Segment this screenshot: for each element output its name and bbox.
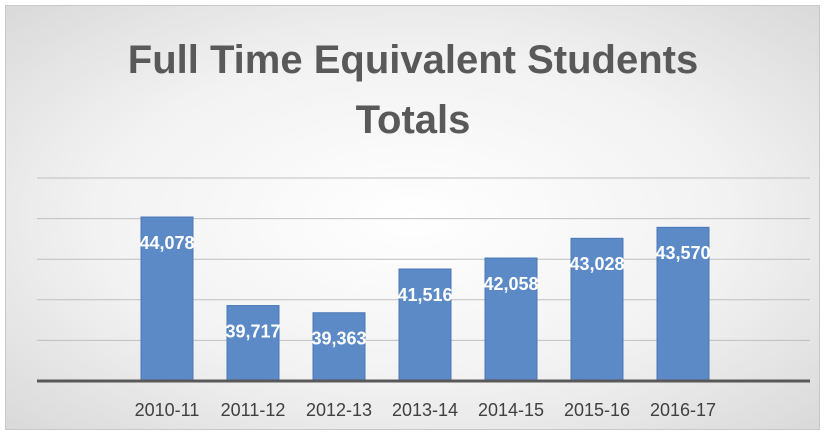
- x-tick-label: 2015-16: [564, 400, 630, 420]
- x-tick-label: 2013-14: [392, 400, 458, 420]
- data-label: 44,078: [139, 233, 194, 253]
- data-label: 41,516: [397, 285, 452, 305]
- bar: [140, 216, 194, 382]
- x-tick-label: 2012-13: [306, 400, 372, 420]
- x-tick-label: 2011-12: [221, 400, 286, 420]
- bar: [312, 312, 366, 382]
- x-tick-label: 2010-11: [135, 400, 200, 420]
- bar: [570, 237, 624, 382]
- data-label: 43,570: [655, 243, 710, 263]
- bar: [484, 257, 538, 382]
- bar: [226, 305, 280, 382]
- chart-title: Full Time Equivalent Students Totals: [127, 38, 699, 142]
- x-tick-label: 2014-15: [478, 400, 544, 420]
- bar: [656, 226, 710, 382]
- data-label: 39,363: [311, 328, 366, 348]
- data-label: 42,058: [483, 274, 538, 294]
- bar: [398, 268, 452, 382]
- data-label: 39,717: [225, 321, 280, 341]
- x-tick-label: 2016-17: [650, 400, 716, 420]
- data-label: 43,028: [569, 254, 624, 274]
